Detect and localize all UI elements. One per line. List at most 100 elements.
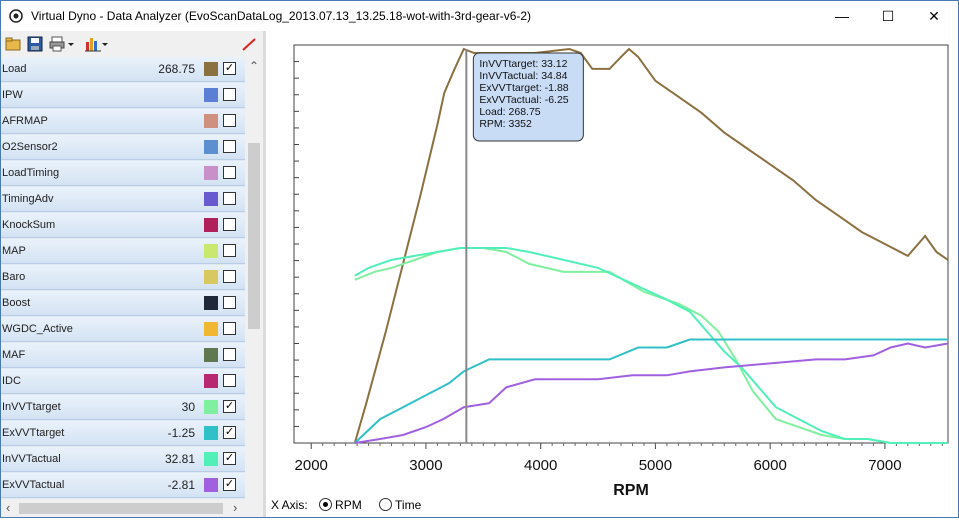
channel-checkbox[interactable] <box>223 374 236 387</box>
panel-splitter[interactable] <box>263 31 266 517</box>
channel-checkbox[interactable] <box>223 244 236 257</box>
save-icon[interactable] <box>27 36 43 52</box>
channel-color-swatch[interactable] <box>204 62 218 76</box>
chevron-down-icon[interactable] <box>101 36 109 52</box>
channel-color-swatch[interactable] <box>204 270 218 284</box>
channel-list-vertical-scrollbar[interactable]: ⌃ <box>245 57 263 499</box>
channel-checkbox[interactable]: ✓ <box>223 400 236 413</box>
maximize-button[interactable]: ☐ <box>881 7 895 24</box>
channel-color-swatch[interactable] <box>204 244 218 258</box>
channel-color-swatch[interactable] <box>204 114 218 128</box>
cursor-tooltip <box>472 52 584 142</box>
channel-color-swatch[interactable] <box>204 296 218 310</box>
channel-checkbox[interactable] <box>223 166 236 179</box>
rpm-radio-button[interactable] <box>319 498 333 511</box>
clear-line-icon[interactable] <box>241 36 257 52</box>
channel-checkbox[interactable] <box>223 296 236 309</box>
rpm-radio-label[interactable]: RPM <box>335 498 362 512</box>
channel-checkbox[interactable] <box>223 348 236 361</box>
dyno-chart[interactable]: 2000 3000 4000 5000 6000 7000 RPM InVVTtarget: … <box>266 31 958 517</box>
channel-color-swatch[interactable] <box>204 452 218 466</box>
series-line-invvtactual <box>354 247 948 444</box>
channel-color-swatch[interactable] <box>204 218 218 232</box>
time-radio-label[interactable]: Time <box>395 498 422 512</box>
channel-value: -2.81 <box>167 478 195 492</box>
channel-color-swatch[interactable] <box>204 478 218 492</box>
x-tick-label: 4000 <box>524 457 557 474</box>
tooltip-line: InVVTtarget: 33.12 <box>479 58 567 70</box>
channel-name: AFRMAP <box>2 115 48 127</box>
channel-color-swatch[interactable] <box>204 192 218 206</box>
horizontal-scroll-thumb[interactable] <box>19 503 223 514</box>
channel-row[interactable]: Baro <box>1 265 245 290</box>
channel-row[interactable]: LoadTiming <box>1 161 245 186</box>
channel-checkbox[interactable] <box>223 140 236 153</box>
x-tick-label: 3000 <box>409 457 442 474</box>
x-tick-label: 7000 <box>868 457 901 474</box>
print-icon[interactable] <box>49 36 65 52</box>
channel-value: 32.81 <box>164 452 195 466</box>
channel-color-swatch[interactable] <box>204 400 218 414</box>
channel-row[interactable]: KnockSum <box>1 213 245 238</box>
chevron-down-icon[interactable] <box>67 36 75 52</box>
title-bar[interactable]: Virtual Dyno - Data Analyzer (EvoScanDat… <box>1 1 958 31</box>
open-folder-icon[interactable] <box>5 36 21 52</box>
scroll-right-icon[interactable]: › <box>233 500 238 515</box>
channel-value: 268.75 <box>158 62 195 76</box>
channel-name: KnockSum <box>2 219 56 231</box>
channel-color-swatch[interactable] <box>204 426 218 440</box>
time-radio-button[interactable] <box>379 498 393 511</box>
scroll-up-icon[interactable]: ⌃ <box>249 59 260 73</box>
channel-row[interactable]: IDC <box>1 369 245 394</box>
channel-checkbox[interactable] <box>223 218 236 231</box>
x-axis-title: RPM <box>613 482 649 499</box>
channel-checkbox[interactable]: ✓ <box>223 478 236 491</box>
channel-checkbox[interactable] <box>223 114 236 127</box>
channel-color-swatch[interactable] <box>204 140 218 154</box>
series-line-exvvttarget <box>354 338 948 444</box>
channel-name: Baro <box>2 271 26 283</box>
channel-list-horizontal-scrollbar[interactable]: ‹ › <box>1 499 263 517</box>
x-axis-control: X Axis: RPM Time <box>271 498 421 512</box>
channel-row[interactable]: MAP <box>1 239 245 264</box>
channel-checkbox[interactable]: ✓ <box>223 452 236 465</box>
channel-row[interactable]: ExVVTactual -2.81 ✓ <box>1 473 245 498</box>
x-axis-label: X Axis: <box>271 498 308 512</box>
channel-name: IDC <box>2 375 21 387</box>
channel-row[interactable]: InVVTtarget 30 ✓ <box>1 395 245 420</box>
channel-checkbox[interactable]: ✓ <box>223 426 236 439</box>
chart-options-icon[interactable] <box>85 36 101 52</box>
channel-checkbox[interactable] <box>223 88 236 101</box>
channel-checkbox[interactable]: ✓ <box>223 62 236 75</box>
channel-color-swatch[interactable] <box>204 88 218 102</box>
channel-checkbox[interactable] <box>223 270 236 283</box>
tooltip-line: ExVVTactual: -6.25 <box>479 94 568 106</box>
channel-checkbox[interactable] <box>223 322 236 335</box>
scroll-left-icon[interactable]: ‹ <box>6 500 11 515</box>
tooltip-line: ExVVTtarget: -1.88 <box>479 82 568 94</box>
channel-row[interactable]: AFRMAP <box>1 109 245 134</box>
series-line-load <box>353 47 949 444</box>
channel-row[interactable]: InVVTactual 32.81 ✓ <box>1 447 245 472</box>
channel-color-swatch[interactable] <box>204 374 218 388</box>
channel-row[interactable]: O2Sensor2 <box>1 135 245 160</box>
channel-row[interactable]: Boost <box>1 291 245 316</box>
minimize-button[interactable]: — <box>835 8 849 24</box>
close-button[interactable]: ✕ <box>928 7 940 24</box>
channel-checkbox[interactable] <box>223 192 236 205</box>
x-tick-label: 6000 <box>753 457 786 474</box>
tooltip-line: Load: 268.75 <box>479 106 540 118</box>
tooltip-line: InVVTactual: 34.84 <box>479 70 567 82</box>
channel-name: Boost <box>2 297 31 309</box>
channel-row[interactable]: WGDC_Active <box>1 317 245 342</box>
channel-row[interactable]: MAF <box>1 343 245 368</box>
channel-color-swatch[interactable] <box>204 348 218 362</box>
channel-row[interactable]: ExVVTtarget -1.25 ✓ <box>1 421 245 446</box>
channel-row[interactable]: IPW <box>1 83 245 108</box>
vertical-scroll-thumb[interactable] <box>248 143 260 329</box>
channel-color-swatch[interactable] <box>204 166 218 180</box>
channel-color-swatch[interactable] <box>204 322 218 336</box>
channel-row[interactable]: Load 268.75 ✓ <box>1 57 245 82</box>
channel-row[interactable]: TimingAdv <box>1 187 245 212</box>
dyno-chart-panel: 2000 3000 4000 5000 6000 7000 RPM InVVTtarget: … <box>266 31 958 517</box>
